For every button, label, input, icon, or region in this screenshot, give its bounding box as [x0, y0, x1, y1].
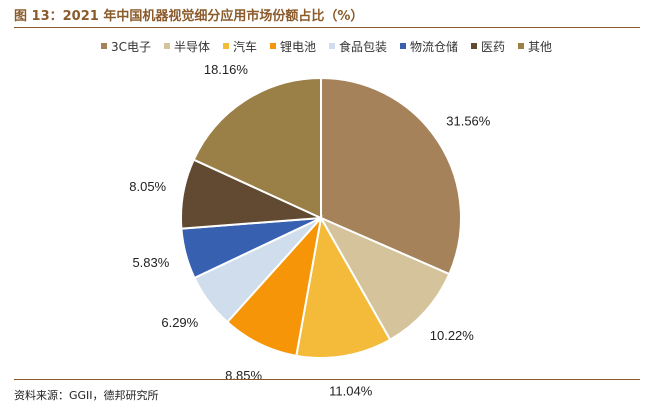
slice-label-semiconductor: 10.22% — [430, 328, 475, 343]
legend-item-pharma: 医药 — [471, 38, 505, 55]
slice-label-auto: 11.04% — [329, 384, 373, 399]
legend-label: 其他 — [528, 39, 553, 54]
source-rule — [14, 379, 640, 380]
legend-item-auto: 汽车 — [222, 38, 257, 55]
pie-slice-other — [192, 76, 322, 220]
legend-swatch — [518, 43, 525, 49]
legend-item-lithium: 锂电池 — [269, 38, 316, 55]
legend-label: 物流仓储 — [410, 39, 459, 54]
legend-item-logistics: 物流仓储 — [400, 38, 458, 55]
source-note: 资料来源：GGII，德邦研究所 — [14, 389, 159, 402]
legend-item-food-packaging: 食品包装 — [329, 38, 387, 55]
legend-label: 汽车 — [232, 39, 257, 54]
slice-label-3c: 31.56% — [446, 114, 491, 129]
legend-swatch — [163, 43, 170, 49]
slice-label-food-packaging: 6.29% — [161, 315, 198, 330]
legend-label: 医药 — [481, 39, 506, 54]
chart-legend: 3C电子 半导体 汽车 锂电池 食品包装 物流仓储 医药 其他 — [0, 37, 653, 55]
legend-swatch — [471, 43, 478, 49]
legend-item-semiconductor: 半导体 — [163, 38, 210, 55]
figure-title: 图 13：2021 年中国机器视觉细分应用市场份额占比（%） — [14, 9, 364, 24]
pie-slice-auto — [295, 215, 392, 359]
legend-swatch — [400, 43, 407, 49]
slice-label-other: 18.16% — [204, 62, 249, 77]
legend-label: 锂电池 — [279, 39, 316, 54]
slice-label-lithium: 8.85% — [225, 368, 262, 383]
legend-swatch — [329, 43, 335, 49]
slice-label-pharma: 8.05% — [129, 179, 166, 194]
legend-swatch — [222, 43, 229, 49]
legend-swatch — [100, 43, 107, 49]
legend-swatch — [269, 43, 276, 49]
pie-slice-semiconductor — [318, 215, 451, 342]
slice-label-logistics: 5.83% — [132, 255, 169, 270]
legend-item-3c: 3C电子 — [100, 38, 151, 55]
title-underline — [14, 27, 640, 28]
legend-label: 食品包装 — [339, 39, 388, 54]
pie-slice-3c — [320, 76, 463, 276]
legend-label: 3C电子 — [110, 39, 151, 54]
legend-item-other: 其他 — [518, 38, 552, 55]
legend-label: 半导体 — [173, 39, 210, 54]
